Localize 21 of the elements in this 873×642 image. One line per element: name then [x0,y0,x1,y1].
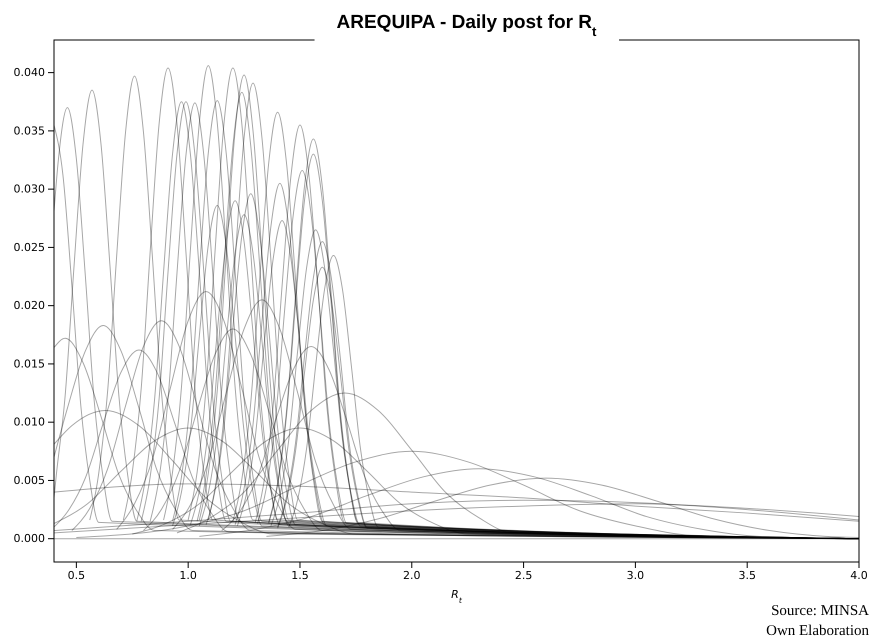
source-note: Source: MINSA [771,603,870,619]
text: Own Elaboration [766,623,870,639]
y-tick-label: 0.030 [14,182,45,196]
y-tick-label: 0.025 [14,240,45,254]
x-tick-label: 1.0 [179,568,197,582]
y-tick-label: 0.000 [14,532,45,546]
x-tick-label: 4.0 [850,568,868,582]
y-tick-label: 0.035 [14,124,45,138]
x-tick-label: 0.5 [68,568,86,582]
y-tick-label: 0.040 [14,66,45,80]
x-tick-label: 3.5 [738,568,756,582]
y-tick-label: 0.020 [14,299,45,312]
y-tick-label: 0.005 [14,474,45,487]
x-tick-label: 1.5 [291,568,309,582]
x-tick-label: 3.0 [626,568,644,582]
x-tick-label: 2.5 [514,568,532,582]
y-tick-label: 0.010 [14,416,45,429]
chart-title: AREQUIPA - Daily post for R$_{t}$ [336,12,598,38]
y-tick-label: 0.015 [14,357,45,370]
x-axis-title: R$_{t}$ [451,588,463,604]
x-tick-label: 2.0 [403,568,421,582]
